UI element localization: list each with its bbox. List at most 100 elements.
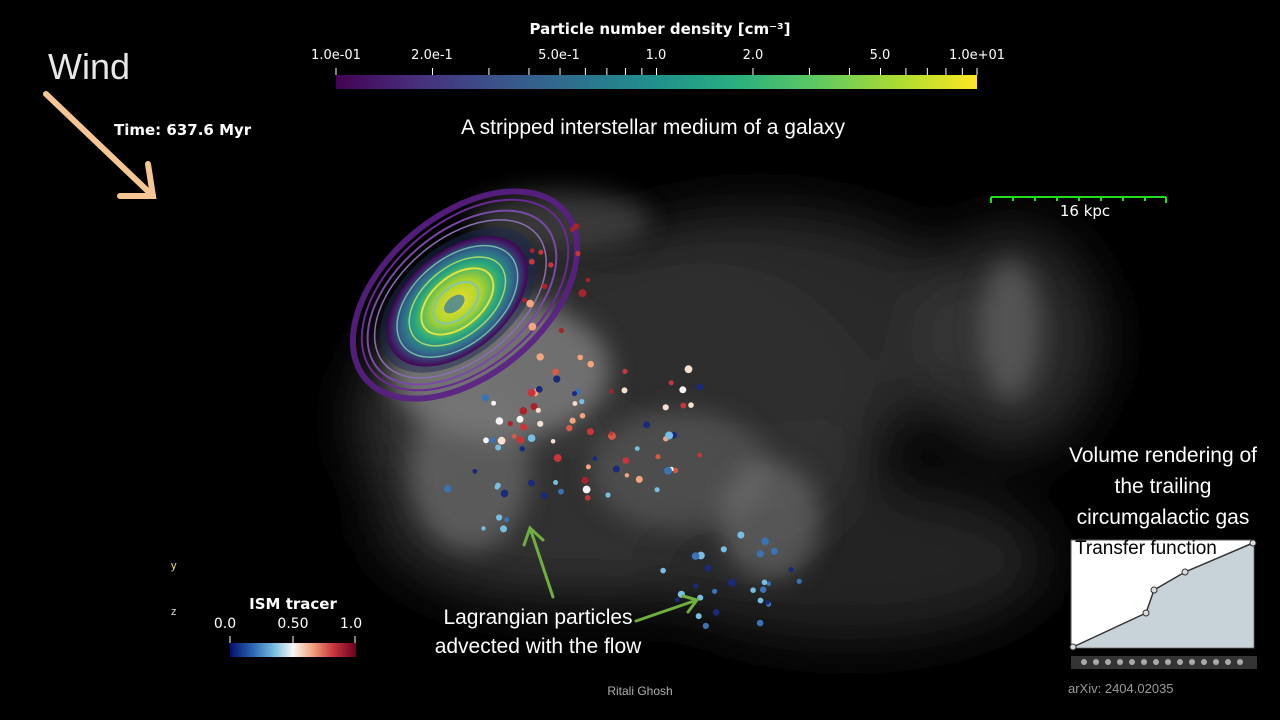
- particle: [495, 444, 502, 451]
- particle: [643, 421, 651, 429]
- particle: [696, 383, 704, 391]
- particle: [566, 424, 573, 432]
- particle: [582, 485, 591, 494]
- particle: [635, 475, 643, 483]
- particle: [522, 297, 527, 303]
- particle: [584, 495, 591, 501]
- colorbar-label: 1.0e-01: [311, 48, 361, 63]
- particle: [586, 428, 594, 436]
- particle: [496, 514, 503, 521]
- particle: [558, 327, 564, 334]
- particle: [622, 368, 628, 374]
- particle: [481, 394, 490, 402]
- ism-tracer-label: 0.50: [277, 616, 309, 632]
- galaxy-disk: [349, 188, 581, 402]
- particle: [634, 446, 640, 451]
- particle: [796, 578, 802, 584]
- transfer-function-plot: [1069, 539, 1257, 669]
- particle: [507, 421, 513, 427]
- orientation-axes: y z: [171, 560, 177, 618]
- ism-tracer-colorbar: [230, 643, 356, 657]
- particle: [527, 434, 536, 443]
- particle: [497, 436, 506, 445]
- particle: [712, 588, 718, 594]
- density-colorbar: [336, 75, 977, 89]
- particle: [483, 437, 489, 444]
- particle: [761, 579, 768, 586]
- particle: [760, 586, 767, 593]
- particle: [720, 546, 727, 553]
- annotation-arrows: [522, 525, 700, 623]
- caption-line: the trailing: [1114, 475, 1212, 498]
- particle: [516, 415, 524, 423]
- particle: [537, 420, 544, 427]
- ism-tracer-label: 1.0: [339, 616, 363, 632]
- colorbar-label: 1.0e+01: [948, 48, 1006, 63]
- svg-text:z: z: [171, 606, 177, 618]
- colorbar-title: Particle number density [cm⁻³]: [529, 20, 791, 38]
- volume-rendering-caption: Volume rendering of the trailing circumg…: [1052, 440, 1274, 533]
- author-credit: Ritali Ghosh: [607, 684, 673, 698]
- particle: [472, 468, 478, 474]
- scale-bar-label: 16 kpc: [1059, 202, 1111, 220]
- particle: [672, 467, 679, 474]
- particle: [491, 400, 497, 406]
- particle: [552, 368, 559, 376]
- particle: [535, 386, 543, 393]
- particle: [570, 227, 575, 232]
- particle: [695, 613, 702, 620]
- particle: [548, 262, 554, 268]
- particle: [624, 473, 630, 478]
- particle: [654, 487, 660, 493]
- caption-line: circumgalactic gas: [1076, 506, 1250, 529]
- particle: [511, 433, 517, 439]
- particle: [761, 537, 769, 545]
- particle: [516, 436, 524, 444]
- particle: [579, 398, 585, 405]
- particle: [621, 387, 628, 394]
- particle: [609, 431, 614, 436]
- particle: [592, 456, 598, 462]
- particle: [481, 526, 486, 531]
- svg-text:y: y: [171, 560, 177, 572]
- particle: [536, 353, 544, 361]
- particle: [660, 567, 666, 574]
- particle: [500, 489, 509, 498]
- particle: [572, 223, 580, 230]
- particle: [519, 407, 528, 415]
- colorbar-label: 5.0e-1: [538, 48, 580, 63]
- colorbar-label: 2.0: [742, 48, 764, 63]
- particle: [519, 423, 528, 431]
- particle: [500, 525, 507, 533]
- particle: [526, 299, 534, 308]
- particle: [444, 485, 452, 493]
- scale-bar: [990, 196, 1167, 203]
- particle: [605, 492, 611, 498]
- particle: [712, 609, 720, 616]
- particle: [495, 482, 501, 489]
- particle: [577, 354, 583, 361]
- particle: [704, 564, 712, 572]
- particle: [530, 403, 538, 411]
- particle: [680, 402, 687, 409]
- particle: [612, 465, 620, 473]
- particle: [527, 388, 536, 397]
- particle: [529, 248, 535, 254]
- particle: [540, 492, 548, 499]
- particle: [572, 401, 578, 406]
- ism-tracer-label: 0.0: [213, 616, 237, 632]
- particle: [550, 439, 556, 444]
- particle: [756, 550, 764, 558]
- particle: [569, 417, 576, 424]
- particle: [609, 389, 614, 394]
- particle: [727, 578, 736, 587]
- particle: [766, 581, 771, 586]
- particle: [528, 322, 537, 331]
- figure-subtitle: A stripped interstellar medium of a gala…: [460, 116, 846, 139]
- ism-tracer-title: ISM tracer: [249, 595, 337, 613]
- particle: [756, 619, 764, 627]
- colorbar-label: 2.0e-1: [411, 48, 453, 63]
- particle: [693, 583, 699, 589]
- particle: [528, 479, 535, 487]
